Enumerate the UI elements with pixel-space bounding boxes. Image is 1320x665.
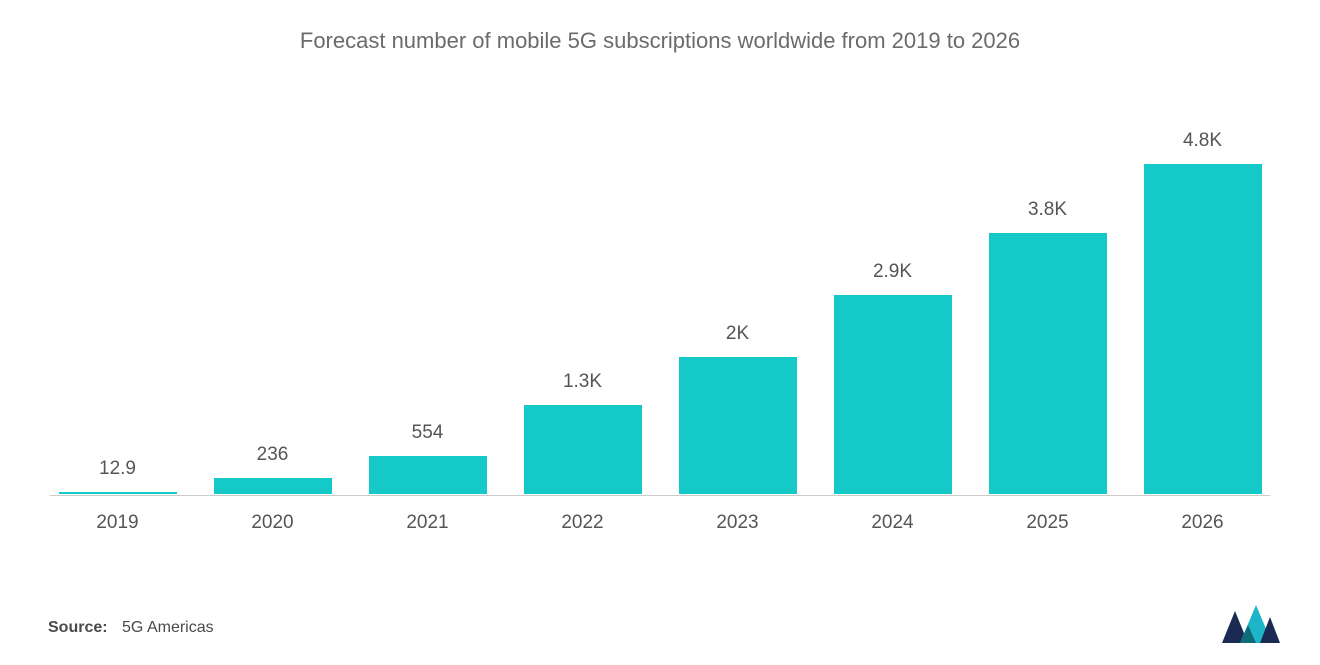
bar-value-label: 12.9 (99, 458, 136, 480)
bar-value-label: 4.8K (1183, 130, 1222, 152)
x-axis-label: 2024 (818, 512, 968, 534)
chart-title: Forecast number of mobile 5G subscriptio… (40, 28, 1280, 54)
bar-group: 554 (353, 422, 503, 494)
chart-area: 12.92365541.3K2K2.9K3.8K4.8K 20192020202… (40, 94, 1280, 534)
bar (1144, 164, 1262, 494)
x-axis-label: 2022 (508, 512, 658, 534)
source-label: Source: (48, 619, 108, 636)
source-text: 5G Americas (122, 619, 214, 636)
x-axis-labels: 20192020202120222023202420252026 (40, 512, 1280, 534)
x-axis-label: 2025 (973, 512, 1123, 534)
bar-group: 1.3K (508, 371, 658, 494)
bar-value-label: 1.3K (563, 371, 602, 393)
x-axis-label: 2026 (1128, 512, 1278, 534)
bar-group: 3.8K (973, 199, 1123, 494)
bar (369, 456, 487, 494)
bar-value-label: 2.9K (873, 261, 912, 283)
bar-group: 2K (663, 323, 813, 495)
bar-group: 236 (198, 444, 348, 494)
bar-value-label: 554 (412, 422, 444, 444)
bars-row: 12.9 236 554 1.3K 2K 2.9K 3.8K 4.8K (40, 114, 1280, 494)
bar (214, 478, 332, 494)
x-axis-label: 2020 (198, 512, 348, 534)
x-axis-label: 2021 (353, 512, 503, 534)
bar (679, 357, 797, 495)
bar (989, 233, 1107, 494)
x-axis-line (50, 495, 1270, 496)
source-attribution: Source: 5G Americas (48, 619, 214, 637)
bar-value-label: 2K (726, 323, 749, 345)
chart-container: Forecast number of mobile 5G subscriptio… (0, 0, 1320, 665)
bar-group: 4.8K (1128, 130, 1278, 494)
x-axis-label: 2023 (663, 512, 813, 534)
bar (524, 405, 642, 494)
bar (59, 492, 177, 494)
bar (834, 295, 952, 494)
bar-group: 12.9 (43, 458, 193, 494)
brand-logo-icon (1220, 603, 1280, 645)
bar-value-label: 236 (257, 444, 289, 466)
bar-value-label: 3.8K (1028, 199, 1067, 221)
bar-group: 2.9K (818, 261, 968, 494)
x-axis-label: 2019 (43, 512, 193, 534)
